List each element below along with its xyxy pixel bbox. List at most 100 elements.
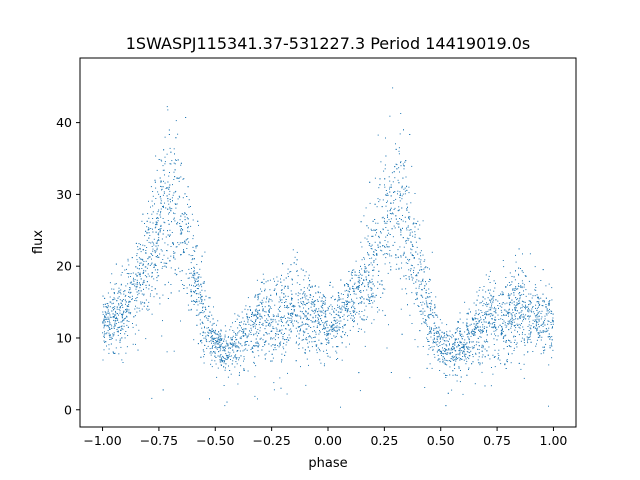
data-point xyxy=(487,310,489,312)
data-point xyxy=(211,352,213,354)
data-point xyxy=(363,315,365,317)
data-point xyxy=(509,272,511,274)
data-point xyxy=(351,315,353,317)
data-point xyxy=(380,231,381,233)
data-point xyxy=(368,271,370,273)
data-point xyxy=(521,294,523,296)
data-point xyxy=(161,335,163,337)
data-point xyxy=(459,340,461,342)
data-point xyxy=(506,346,508,347)
data-point xyxy=(542,346,544,348)
data-point xyxy=(481,321,483,323)
data-point xyxy=(254,325,256,327)
data-point xyxy=(157,239,159,241)
data-point xyxy=(429,347,431,349)
data-point xyxy=(201,286,203,288)
data-point xyxy=(120,302,122,304)
data-point xyxy=(209,352,211,354)
data-point xyxy=(133,277,134,279)
data-point xyxy=(221,355,223,357)
data-point xyxy=(455,353,457,355)
data-point xyxy=(298,305,300,307)
data-point xyxy=(372,283,374,285)
data-point xyxy=(405,278,407,280)
data-point xyxy=(471,363,473,365)
data-point xyxy=(508,293,509,295)
data-point xyxy=(250,334,252,335)
data-point xyxy=(519,292,521,293)
data-point xyxy=(358,372,360,374)
data-point xyxy=(548,303,549,305)
data-point xyxy=(255,342,257,344)
data-point xyxy=(449,366,451,368)
data-point xyxy=(479,364,481,366)
data-point xyxy=(514,316,516,318)
data-point xyxy=(215,357,217,358)
data-point xyxy=(325,327,327,329)
data-point xyxy=(529,321,531,323)
data-point xyxy=(486,326,488,328)
data-point xyxy=(489,289,491,291)
data-point xyxy=(355,293,357,295)
data-point xyxy=(326,349,327,351)
data-point xyxy=(538,302,540,304)
data-point xyxy=(337,346,339,348)
data-point xyxy=(347,295,349,296)
data-point xyxy=(227,351,229,353)
data-point xyxy=(380,280,382,282)
data-point xyxy=(520,368,522,370)
data-point xyxy=(508,315,509,317)
data-point xyxy=(279,344,281,346)
data-point xyxy=(342,298,344,300)
data-point xyxy=(342,331,344,332)
data-point xyxy=(454,341,456,343)
data-point xyxy=(433,330,435,331)
data-point xyxy=(549,308,550,310)
data-point xyxy=(172,184,173,186)
data-point xyxy=(219,333,221,335)
data-point xyxy=(117,331,119,333)
data-point xyxy=(375,253,377,255)
data-point xyxy=(437,336,439,338)
data-point xyxy=(388,324,389,326)
data-point xyxy=(462,335,464,337)
data-point xyxy=(179,219,181,221)
data-point xyxy=(126,273,128,274)
data-point xyxy=(142,244,144,246)
data-point xyxy=(181,242,183,244)
data-point xyxy=(452,346,454,347)
data-point xyxy=(527,316,529,317)
data-point xyxy=(472,333,473,335)
data-point xyxy=(221,358,223,360)
data-point xyxy=(155,256,157,258)
data-point xyxy=(293,305,295,307)
data-point xyxy=(173,148,175,150)
data-point xyxy=(435,341,437,343)
data-point xyxy=(208,341,210,343)
data-point xyxy=(518,312,520,314)
data-point xyxy=(523,377,525,379)
data-point xyxy=(323,350,325,352)
data-point xyxy=(274,319,276,321)
data-point xyxy=(337,300,339,302)
data-point xyxy=(369,303,371,304)
data-point xyxy=(270,338,272,340)
data-point xyxy=(242,329,243,330)
data-point xyxy=(412,245,414,247)
data-point xyxy=(384,168,386,170)
data-point xyxy=(160,211,162,213)
data-point xyxy=(411,254,413,256)
data-point xyxy=(499,359,501,361)
data-point xyxy=(530,333,531,335)
data-point xyxy=(353,283,355,285)
data-point xyxy=(160,181,162,183)
data-point xyxy=(261,281,263,283)
data-point xyxy=(402,215,403,216)
data-point xyxy=(338,320,340,322)
data-point xyxy=(132,272,134,274)
data-point xyxy=(188,268,190,270)
data-point xyxy=(475,323,477,325)
data-point xyxy=(388,253,390,255)
data-point xyxy=(426,337,428,339)
data-point xyxy=(319,350,321,352)
